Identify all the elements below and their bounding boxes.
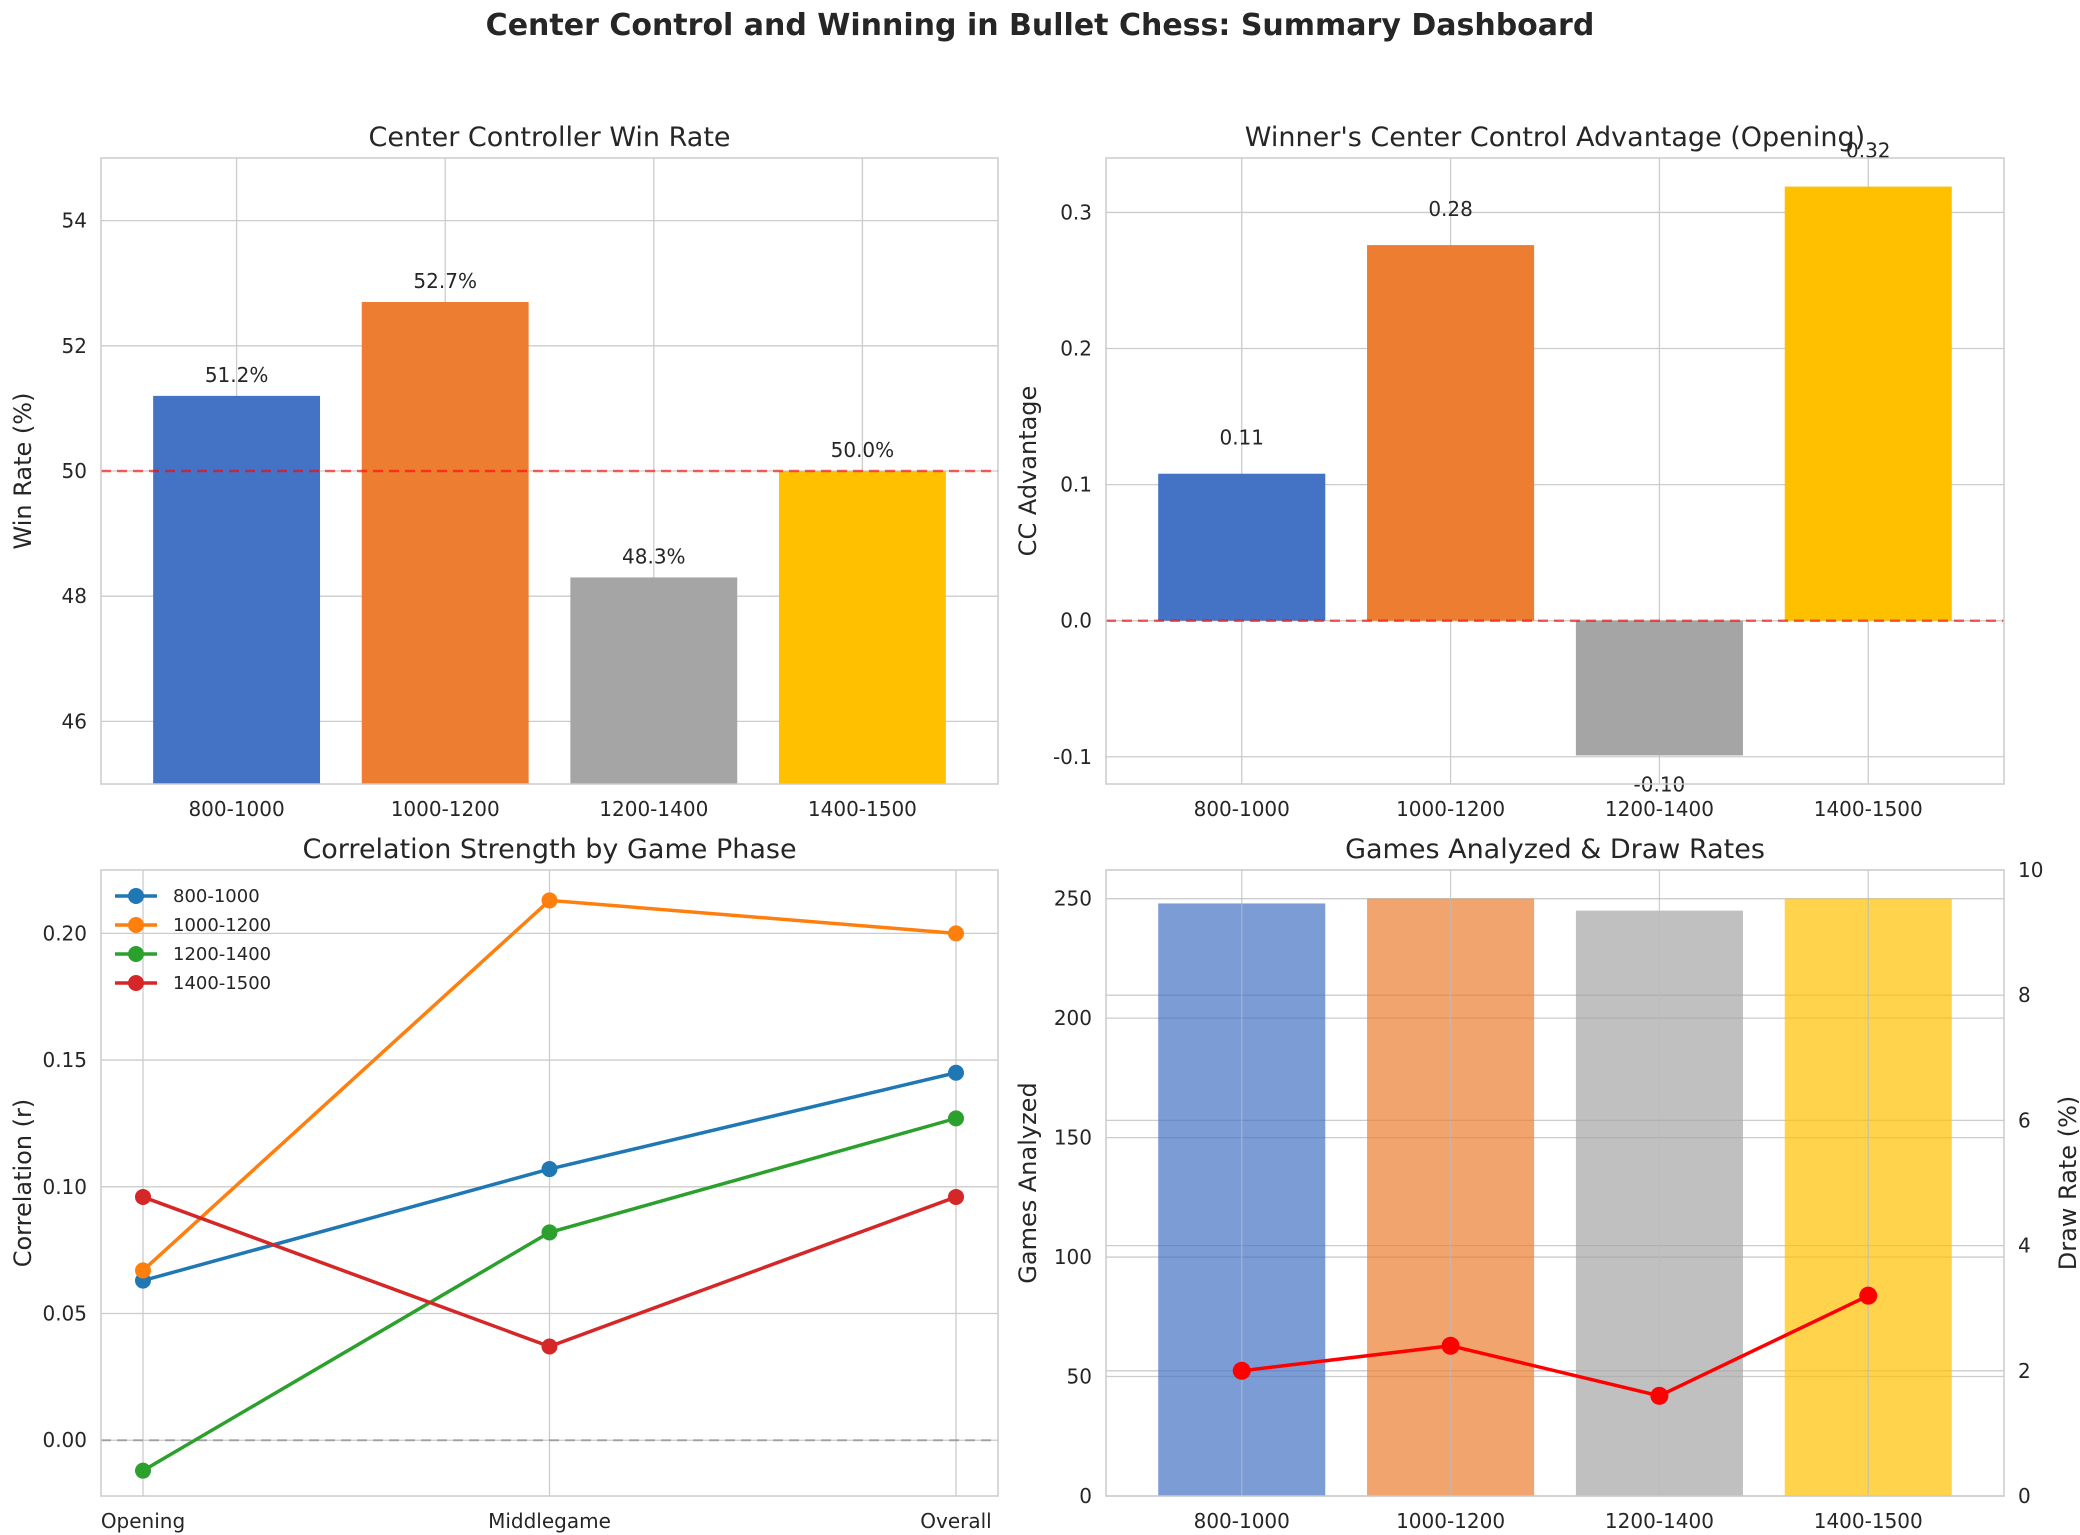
y-tick-label: 0.15 — [42, 1048, 87, 1072]
series-point-1000-1200 — [948, 925, 964, 942]
y-axis-label: Correlation (r) — [9, 1099, 37, 1268]
y2-axis-label: Draw Rate (%) — [2054, 1096, 2080, 1271]
y-tick-label: 100 — [1054, 1245, 1092, 1269]
plot-frame-4 — [1105, 869, 2005, 1497]
y2-tick-label: 10 — [2018, 858, 2043, 882]
subplot-title-correlation: Correlation Strength by Game Phase — [302, 834, 796, 865]
bar-value-label: 52.7% — [413, 269, 477, 293]
y-tick-label: 0.20 — [42, 921, 87, 945]
draw-rate-point — [1441, 1336, 1460, 1355]
draw-rate-point — [1232, 1361, 1251, 1380]
series-point-1000-1200 — [135, 1262, 151, 1279]
x-tick-label: 1400-1500 — [1814, 797, 1923, 821]
series-point-1000-1200 — [541, 892, 558, 909]
subplot-title-cc_advantage: Winner's Center Control Advantage (Openi… — [1245, 122, 1865, 153]
legend-label: 1000-1200 — [173, 915, 271, 936]
y-axis-label: Win Rate (%) — [9, 393, 37, 550]
subplot-title-win_rate: Center Controller Win Rate — [368, 122, 730, 153]
legend-label: 1200-1400 — [173, 944, 271, 965]
series-point-800-1000 — [948, 1064, 964, 1081]
y-tick-label: 0 — [1079, 1484, 1092, 1508]
x-tick-label: 800-1000 — [188, 797, 284, 821]
x-tick-label: 1200-1400 — [1605, 797, 1714, 821]
draw-rate-point — [1859, 1286, 1878, 1305]
legend-marker — [128, 946, 144, 962]
x-tick-label: 1000-1200 — [391, 797, 500, 821]
y2-tick-label: 8 — [2018, 983, 2031, 1007]
series-point-1400-1500 — [948, 1188, 964, 1205]
legend-label: 800-1000 — [173, 886, 260, 907]
legend-marker — [128, 975, 144, 991]
legend-marker — [128, 917, 144, 933]
bar-800-1000 — [1158, 473, 1326, 621]
bar-1000-1200 — [1367, 245, 1535, 621]
bar-1200-1400 — [570, 577, 738, 784]
y-tick-label: 200 — [1054, 1006, 1092, 1030]
series-point-1200-1400 — [948, 1110, 964, 1127]
y-tick-label: 0.10 — [42, 1175, 87, 1199]
x-tick-label: Overall — [920, 1509, 991, 1533]
y-tick-label: 0.3 — [1060, 200, 1092, 224]
y2-tick-label: 4 — [2018, 1234, 2031, 1258]
x-tick-label: 800-1000 — [1194, 1509, 1290, 1533]
y-tick-label: 0.2 — [1060, 337, 1092, 361]
plot-frame-1 — [100, 157, 999, 785]
x-tick-label: 800-1000 — [1194, 797, 1290, 821]
y2-tick-label: 6 — [2018, 1108, 2031, 1132]
bar-800-1000 — [153, 395, 321, 784]
y-tick-label: 150 — [1054, 1126, 1092, 1150]
y-tick-label: 0.05 — [42, 1302, 87, 1326]
bar-value-label: 0.11 — [1219, 426, 1264, 450]
y-tick-label: 50 — [62, 459, 87, 483]
y-tick-label: 48 — [62, 584, 87, 608]
series-point-800-1000 — [541, 1161, 558, 1178]
y-tick-label: 52 — [62, 334, 87, 358]
subplot-title-games_draws: Games Analyzed & Draw Rates — [1345, 834, 1765, 865]
series-point-1400-1500 — [541, 1338, 558, 1355]
y-axis-label: Games Analyzed — [1014, 1082, 1042, 1283]
bar-1400-1500 — [778, 471, 946, 784]
series-point-1200-1400 — [541, 1224, 558, 1241]
legend-marker — [128, 888, 144, 904]
bar-value-label: 48.3% — [622, 544, 686, 568]
series-point-1400-1500 — [135, 1188, 151, 1205]
y-tick-label: 50 — [1067, 1365, 1092, 1389]
y2-tick-label: 2 — [2018, 1359, 2031, 1383]
legend-label: 1400-1500 — [173, 973, 271, 994]
y-tick-label: 0.1 — [1060, 473, 1092, 497]
plot-frame-2 — [1105, 157, 2005, 785]
x-tick-label: Middlegame — [488, 1509, 611, 1533]
x-tick-label: 1000-1200 — [1396, 1509, 1505, 1533]
draw-rate-line — [1241, 1294, 1870, 1398]
x-tick-label: 1200-1400 — [1605, 1509, 1714, 1533]
bar-1400-1500 — [1784, 186, 1952, 621]
dashboard-title: Center Control and Winning in Bullet Che… — [485, 8, 1595, 43]
x-tick-label: 1400-1500 — [808, 797, 917, 821]
x-tick-label: 1400-1500 — [1814, 1509, 1923, 1533]
series-point-1200-1400 — [135, 1462, 151, 1479]
y-tick-label: 46 — [62, 709, 87, 733]
bar-1200-1400 — [1575, 620, 1743, 756]
bar-value-label: 50.0% — [831, 438, 895, 462]
y-axis-label: CC Advantage — [1014, 386, 1042, 557]
draw-rate-point — [1650, 1386, 1669, 1405]
y-tick-label: 250 — [1054, 887, 1092, 911]
bar-value-label: 51.2% — [205, 363, 269, 387]
y-tick-label: -0.1 — [1053, 745, 1092, 769]
y-tick-label: 0.0 — [1060, 609, 1092, 633]
plot-frame-3 — [100, 869, 999, 1497]
y-tick-label: 54 — [62, 209, 87, 233]
x-tick-label: Opening — [101, 1509, 185, 1533]
x-tick-label: 1200-1400 — [599, 797, 708, 821]
x-tick-label: 1000-1200 — [1396, 797, 1505, 821]
y-tick-label: 0.00 — [42, 1428, 87, 1452]
y2-tick-label: 0 — [2018, 1484, 2031, 1508]
bar-value-label: 0.28 — [1428, 197, 1473, 221]
bar-1000-1200 — [361, 301, 529, 784]
